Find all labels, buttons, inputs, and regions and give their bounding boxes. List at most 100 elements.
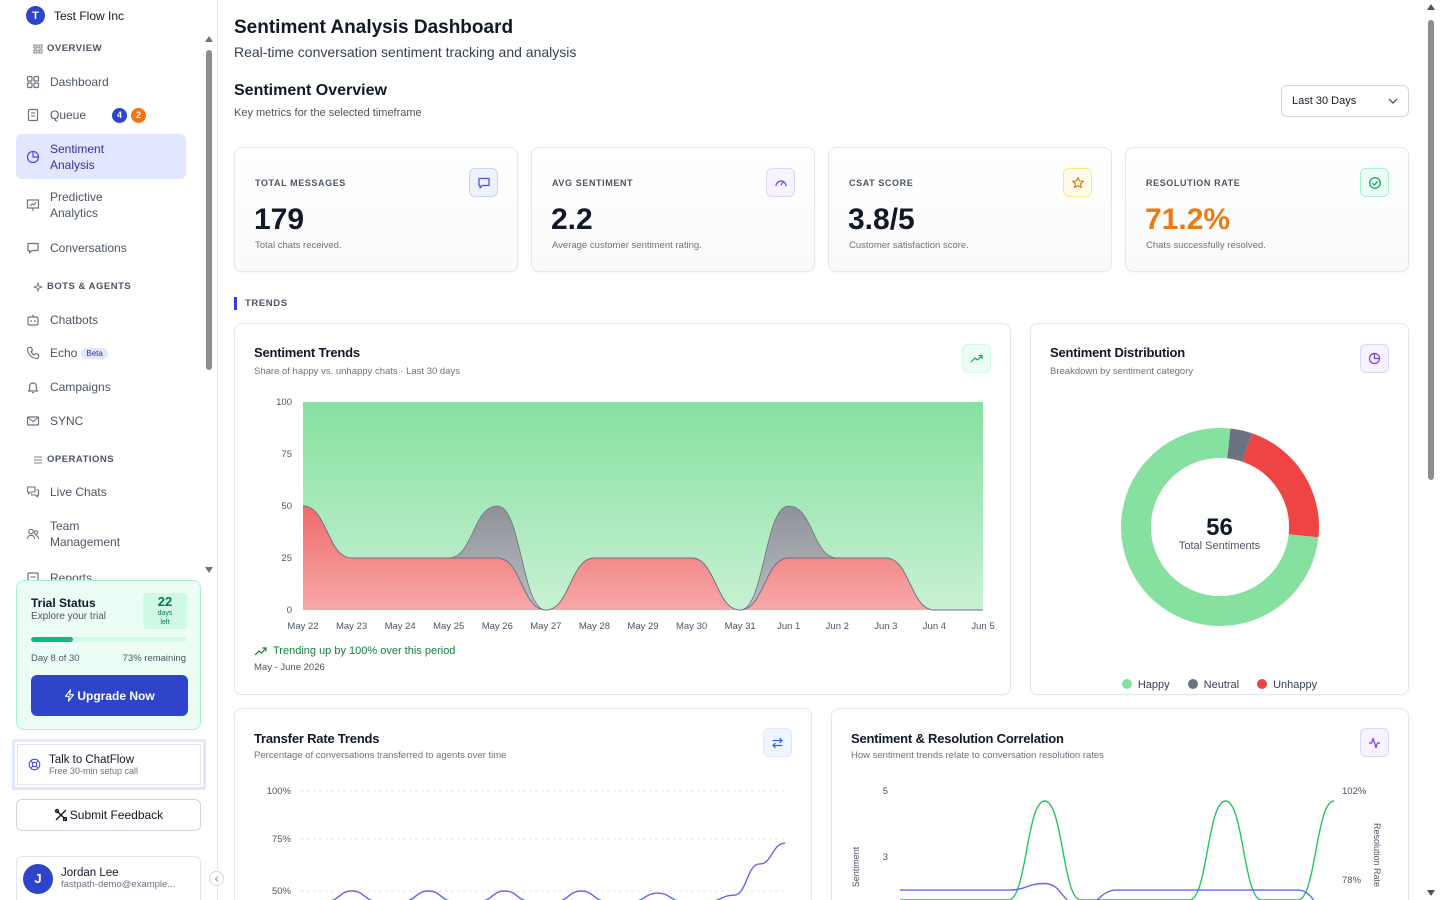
trends-section-label: TRENDS: [234, 297, 288, 310]
line-unhappy: [302, 505, 983, 611]
user-profile[interactable]: J Jordan Lee fastpath-demo@example...: [16, 856, 201, 900]
main-scroll-thumb[interactable]: [1428, 20, 1434, 480]
x-tick-label: May 30: [676, 621, 707, 632]
user-avatar: J: [23, 863, 53, 894]
org-switcher[interactable]: T Test Flow Inc: [26, 6, 124, 25]
overview-title: Sentiment Overview: [234, 82, 387, 99]
queue-icon: [27, 108, 39, 122]
trial-progress-fill: [31, 637, 73, 642]
x-tick-label: Jun 4: [923, 621, 946, 632]
card-title: Sentiment Distribution: [1050, 345, 1185, 360]
submit-feedback-button[interactable]: Submit Feedback: [16, 799, 201, 831]
lightning-icon: [65, 689, 75, 702]
main-scrollbar[interactable]: [1425, 0, 1440, 900]
life-buoy-icon: [28, 758, 41, 771]
section-operations-label: OPERATIONS: [47, 454, 115, 465]
scroll-up-arrow[interactable]: [1427, 4, 1435, 10]
report-icon: [27, 572, 39, 580]
message-square-icon: [469, 168, 498, 197]
presentation-chart-icon: [26, 199, 40, 211]
trend-note: Trending up by 100% over this period: [254, 645, 455, 657]
upgrade-label: Upgrade Now: [77, 688, 155, 703]
sidebar-item-reports[interactable]: Reports: [16, 566, 186, 580]
sidebar-item-label: Predictive Analytics: [50, 190, 103, 220]
card-subtitle: Percentage of conversations transferred …: [254, 750, 507, 761]
metric-description: Customer satisfaction score.: [849, 240, 969, 251]
y-tick-label: 100: [276, 397, 292, 408]
correlation-chart: 5 3 102% 78% Sentiment Resolution Rate: [851, 786, 1382, 900]
check-circle-icon: [1360, 168, 1389, 197]
sidebar-item-team-management[interactable]: Team Management: [16, 516, 186, 552]
y-tick-label: 100%: [267, 786, 292, 797]
trend-period: May - June 2026: [254, 662, 325, 673]
metric-card-total-messages: TOTAL MESSAGES 179 Total chats received.: [234, 147, 518, 272]
x-tick-label: May 28: [579, 621, 610, 632]
sidebar-item-sync[interactable]: SYNC: [16, 409, 186, 433]
days-left-label: days left: [157, 610, 173, 626]
timeframe-value: Last 30 Days: [1292, 95, 1357, 107]
section-overview: OVERVIEW: [33, 43, 102, 54]
trial-subtitle: Explore your trial: [31, 611, 107, 622]
days-left-number: 22: [157, 594, 173, 609]
gauge-icon: [766, 168, 795, 197]
sidebar-item-echo[interactable]: Echo Beta: [16, 341, 186, 365]
y-tick-label: 50: [281, 501, 292, 512]
legend-happy: Happy: [1121, 679, 1170, 691]
collapse-sidebar-button[interactable]: [209, 871, 224, 886]
sidebar-item-label: Chatbots: [50, 313, 99, 327]
talk-title: Talk to ChatFlow: [49, 753, 135, 766]
sentiment-trends-chart: 0 25 50 75 100 May 22 May 23 May 24 May 25 May 26…: [276, 397, 994, 632]
scroll-down-arrow[interactable]: [1427, 890, 1435, 896]
users-icon: [26, 528, 40, 540]
chevron-down-icon: [1388, 98, 1398, 104]
metric-card-avg-sentiment: AVG SENTIMENT 2.2 Average customer senti…: [531, 147, 815, 272]
y2-tick-label: 78%: [1342, 875, 1362, 886]
metric-description: Average customer sentiment rating.: [552, 240, 702, 251]
sidebar-item-campaigns[interactable]: Campaigns: [16, 375, 186, 399]
sidebar-item-chatbots[interactable]: Chatbots: [16, 308, 186, 332]
sentiment-distribution-card: Sentiment Distribution Breakdown by sent…: [1030, 323, 1409, 695]
talk-to-chatflow[interactable]: Talk to ChatFlow Free 30-min setup call: [12, 739, 206, 790]
page-title: Sentiment Analysis Dashboard: [234, 17, 514, 38]
pie-chart-icon: [26, 150, 40, 163]
tools-icon: [54, 808, 67, 821]
donut-total: 56: [1206, 514, 1233, 541]
sidebar-item-label: SYNC: [50, 414, 84, 428]
nav-list: OVERVIEW Dashboard Queue 4 2 Sentiment A…: [0, 30, 218, 580]
beta-badge: Beta: [81, 347, 108, 359]
sidebar-item-conversations[interactable]: Conversations: [16, 236, 186, 260]
metric-label: RESOLUTION RATE: [1146, 178, 1241, 188]
chat-bubble-icon: [27, 242, 39, 254]
scroll-down-arrow[interactable]: [205, 567, 213, 573]
sidebar-item-dashboard[interactable]: Dashboard: [16, 70, 186, 94]
section-operations: OPERATIONS: [33, 454, 114, 465]
x-tick-label: May 22: [287, 621, 318, 632]
donut-hole: [1151, 458, 1289, 596]
y-tick-label: 75: [281, 449, 292, 460]
metric-label: AVG SENTIMENT: [552, 178, 634, 188]
sidebar-item-live-chats[interactable]: Live Chats: [16, 480, 186, 504]
scroll-up-arrow[interactable]: [205, 36, 213, 42]
metric-value: 179: [254, 203, 305, 236]
robot-icon: [27, 314, 39, 326]
upgrade-now-button[interactable]: Upgrade Now: [31, 675, 188, 716]
sidebar-item-queue[interactable]: Queue 4 2: [16, 103, 186, 127]
sentiment-trends-card: Sentiment Trends Share of happy vs. unha…: [234, 323, 1011, 695]
sidebar-scrollbar[interactable]: [204, 36, 213, 576]
metric-value: 2.2: [551, 203, 593, 236]
timeframe-select[interactable]: Last 30 Days: [1281, 85, 1409, 117]
metric-label: TOTAL MESSAGES: [255, 178, 346, 188]
x-tick-label: May 23: [336, 621, 367, 632]
sidebar-item-predictive-analytics[interactable]: Predictive Analytics: [16, 187, 186, 223]
y-tick-label: 5: [883, 786, 888, 797]
sidebar-scroll-thumb[interactable]: [206, 50, 212, 370]
metric-description: Chats successfully resolved.: [1146, 240, 1266, 251]
y2-tick-label: 102%: [1342, 786, 1367, 797]
trending-up-icon: [254, 646, 267, 655]
sidebar-item-sentiment-analysis[interactable]: Sentiment Analysis: [16, 134, 186, 179]
metric-value: 71.2%: [1145, 203, 1231, 236]
metric-card-resolution-rate: RESOLUTION RATE 71.2% Chats successfully…: [1125, 147, 1409, 272]
y-tick-label: 0: [287, 605, 292, 616]
activity-icon: [1360, 728, 1389, 757]
overview-subtitle: Key metrics for the selected timeframe: [234, 107, 422, 119]
